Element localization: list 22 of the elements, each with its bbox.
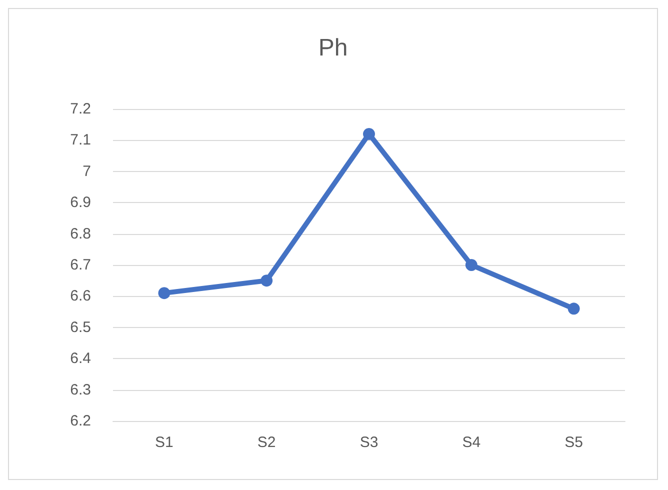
- x-tick-label: S4: [462, 434, 481, 451]
- x-tick-label: S2: [257, 434, 276, 451]
- y-tick-label: 6.7: [70, 256, 91, 274]
- chart-title: Ph: [318, 34, 348, 62]
- x-tick-label: S1: [155, 434, 174, 451]
- point: [363, 128, 375, 140]
- y-tick-label: 7.1: [70, 132, 91, 149]
- point: [568, 302, 580, 315]
- y-tick-label: 6.5: [70, 318, 91, 336]
- y-tick-label: 7: [82, 162, 91, 180]
- x-tick-label: S5: [564, 434, 583, 451]
- y-tick-label: 6.4: [70, 350, 91, 368]
- point: [260, 274, 273, 287]
- y-tick-label: 6.8: [70, 225, 91, 242]
- y-tick-label: 6.6: [70, 288, 91, 305]
- point: [158, 287, 170, 300]
- y-tick-label: 6.9: [70, 194, 91, 212]
- y-tick-label: 7.2: [70, 100, 91, 118]
- y-tick-label: 6.2: [70, 412, 91, 430]
- x-tick-label: S3: [360, 434, 378, 451]
- point: [465, 259, 478, 271]
- y-tick-label: 6.3: [70, 381, 91, 398]
